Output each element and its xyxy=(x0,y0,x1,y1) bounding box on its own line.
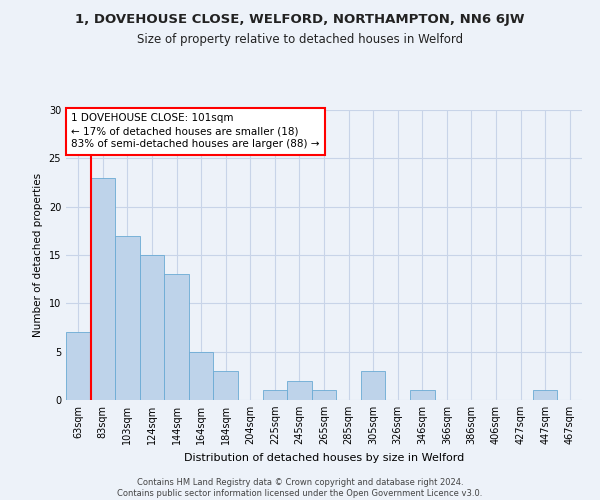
Bar xyxy=(214,371,238,400)
Bar xyxy=(312,390,336,400)
Text: Size of property relative to detached houses in Welford: Size of property relative to detached ho… xyxy=(137,32,463,46)
Y-axis label: Number of detached properties: Number of detached properties xyxy=(33,173,43,337)
Text: 1 DOVEHOUSE CLOSE: 101sqm
← 17% of detached houses are smaller (18)
83% of semi-: 1 DOVEHOUSE CLOSE: 101sqm ← 17% of detac… xyxy=(71,113,320,150)
Bar xyxy=(410,390,434,400)
Bar xyxy=(361,371,385,400)
Bar xyxy=(140,255,164,400)
X-axis label: Distribution of detached houses by size in Welford: Distribution of detached houses by size … xyxy=(184,452,464,462)
Bar xyxy=(164,274,189,400)
Text: 1, DOVEHOUSE CLOSE, WELFORD, NORTHAMPTON, NN6 6JW: 1, DOVEHOUSE CLOSE, WELFORD, NORTHAMPTON… xyxy=(75,12,525,26)
Bar xyxy=(287,380,312,400)
Bar xyxy=(115,236,140,400)
Text: Contains HM Land Registry data © Crown copyright and database right 2024.
Contai: Contains HM Land Registry data © Crown c… xyxy=(118,478,482,498)
Bar xyxy=(66,332,91,400)
Bar xyxy=(189,352,214,400)
Bar xyxy=(533,390,557,400)
Bar xyxy=(91,178,115,400)
Bar xyxy=(263,390,287,400)
